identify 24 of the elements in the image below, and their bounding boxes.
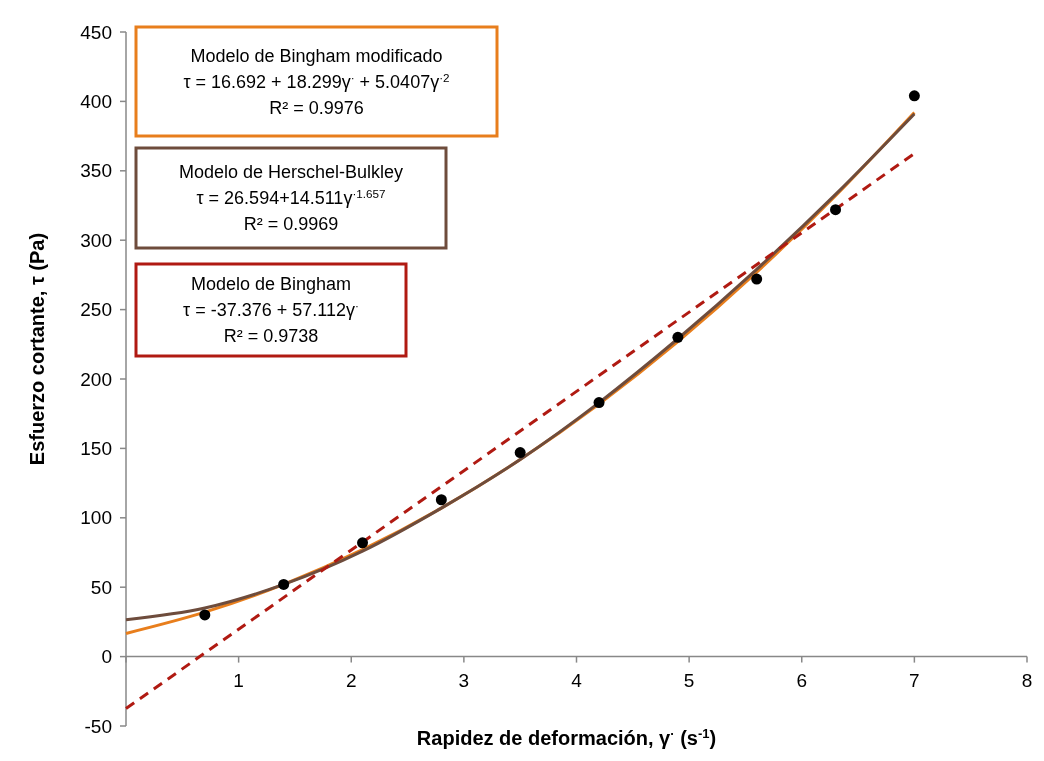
x-tick-label: 5 bbox=[683, 669, 695, 691]
y-tick-label: 200 bbox=[80, 368, 112, 390]
text-box: Modelo de Bingham τ = -37.376 + 57.112γ$^{·}$ R² = 0.9738 bbox=[134, 262, 408, 358]
y-tick-label: 350 bbox=[80, 160, 112, 182]
y-axis-title: Esfuerzo cortante, τ (Pa) bbox=[26, 232, 48, 466]
x-tick-label: 2 bbox=[345, 669, 357, 691]
y-tick-label: 300 bbox=[80, 229, 112, 251]
y-tick-label: -50 bbox=[84, 715, 112, 737]
x-tick-label: 8 bbox=[1021, 669, 1033, 691]
x-tick-label: 1 bbox=[233, 669, 244, 691]
y-tick-label: 250 bbox=[80, 299, 112, 321]
x-tick-label: 4 bbox=[571, 669, 583, 691]
x-tick-label: 6 bbox=[796, 669, 808, 691]
y-tick-label: 0 bbox=[101, 646, 112, 668]
text-box: Modelo de Bingham modificado τ = 16.692 + 18.299γ$^{·}$ + 5.0407γ$^{·2}$ R² = 0.9976 bbox=[134, 25, 499, 138]
x-tick-label: 3 bbox=[458, 669, 470, 691]
y-tick-label: 450 bbox=[80, 21, 112, 43]
y-tick-label: 150 bbox=[80, 438, 112, 460]
text-box: Modelo de Herschel-Bulkley τ = 26.594+14.511γ$^{·1.657}$ R² = 0.9969 bbox=[134, 146, 448, 250]
x-tick-label: 7 bbox=[909, 669, 920, 691]
x-axis-title: Rapidez de deformación, γ$^{·}$ (s$^{-1}$) bbox=[416, 725, 717, 749]
y-tick-label: 400 bbox=[80, 91, 112, 113]
y-tick-label: 50 bbox=[90, 576, 112, 598]
y-tick-label: 100 bbox=[80, 507, 112, 529]
